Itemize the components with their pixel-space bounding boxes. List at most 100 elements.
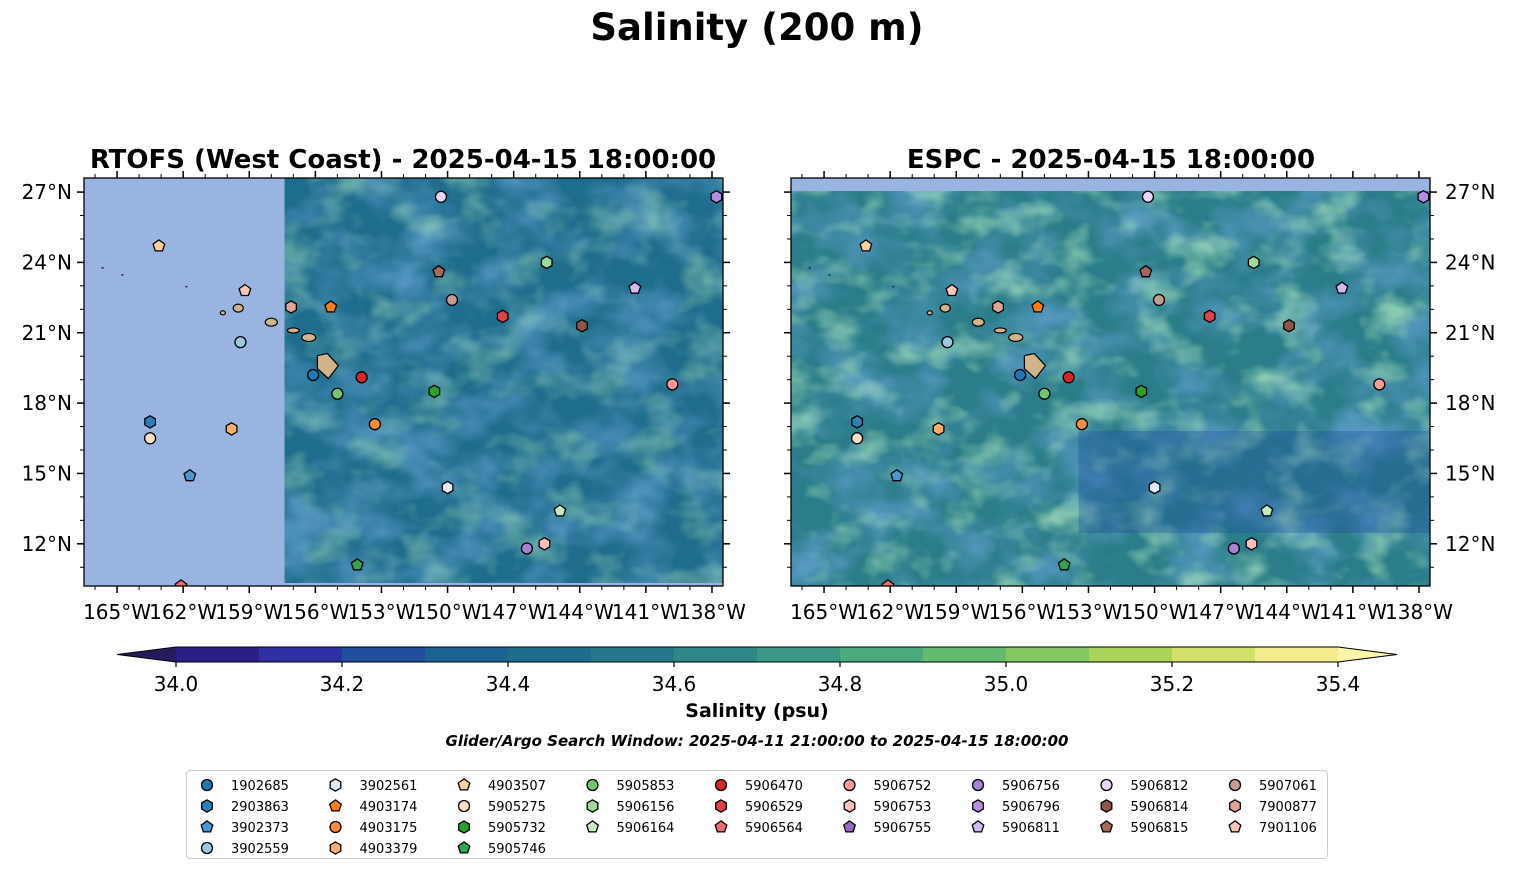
y-tick-label: 21°N	[22, 321, 72, 345]
legend-item: 4903507	[457, 778, 546, 794]
float-marker	[945, 283, 959, 297]
island-maui	[301, 332, 317, 343]
float-marker	[1057, 557, 1071, 571]
legend-item: 5905853	[586, 778, 675, 794]
legend-marker	[1100, 799, 1113, 813]
float-marker	[941, 335, 954, 349]
island-oahu	[971, 317, 985, 327]
x-tick-label: 141°W	[612, 600, 680, 624]
x-tick-label: 147°W	[480, 600, 548, 624]
float-marker	[1245, 536, 1258, 551]
float-marker	[144, 415, 157, 429]
legend-label: 5907061	[1259, 779, 1317, 794]
map-field	[791, 178, 1430, 586]
float-marker	[174, 579, 188, 586]
island-niihau	[926, 310, 933, 316]
small-island	[101, 267, 104, 269]
no-data-strip	[791, 178, 1430, 191]
legend-item: 5905732	[458, 820, 546, 836]
y-tick-label: 15°N	[1445, 461, 1495, 485]
island-hawaii	[316, 352, 340, 380]
float-marker	[1152, 293, 1166, 307]
float-marker	[238, 283, 252, 297]
small-island	[808, 267, 811, 269]
float-marker	[225, 422, 238, 436]
legend-item: 3902561	[329, 778, 418, 794]
colorbar-segment	[508, 647, 592, 662]
float-marker	[576, 318, 588, 333]
legend-marker	[329, 778, 342, 792]
colorbar-tick-label: 34.0	[154, 672, 199, 696]
x-tick-label: 156°W	[281, 600, 349, 624]
y-tick-label: 24°N	[1445, 250, 1495, 274]
legend-marker	[329, 820, 342, 834]
legend-item: 4903379	[329, 841, 417, 857]
float-marker	[538, 536, 551, 551]
legend-item: 3902373	[200, 820, 289, 836]
float-marker	[1335, 281, 1349, 294]
legend-item: 1902685	[200, 778, 289, 794]
colorbar-tick-label: 35.2	[1150, 672, 1195, 696]
colorbar-extend-high	[1338, 647, 1397, 662]
legend-label: 7900877	[1259, 800, 1317, 815]
float-marker	[851, 415, 864, 429]
island-molokai	[993, 327, 1007, 334]
colorbar-label: Salinity (psu)	[685, 700, 829, 722]
low-salinity-band	[1078, 430, 1430, 533]
panel-title: ESPC - 2025-04-15 18:00:00	[907, 145, 1315, 175]
legend-marker	[714, 778, 728, 792]
legend-item: 5906529	[715, 799, 803, 815]
float-marker	[368, 418, 382, 431]
legend-marker	[200, 778, 214, 792]
colorbar-segment	[1006, 647, 1090, 662]
y-tick-label: 27°N	[22, 180, 72, 204]
legend-marker	[457, 841, 471, 854]
colorbar-segment	[591, 647, 675, 662]
float-marker	[432, 264, 446, 278]
legend-marker	[458, 820, 470, 834]
legend-item: 5906164	[585, 820, 674, 836]
small-island	[185, 285, 188, 288]
float-marker	[932, 422, 945, 436]
legend-marker	[1228, 820, 1242, 833]
y-tick-label: 12°N	[1445, 532, 1495, 556]
legend-item: 5905275	[457, 799, 546, 815]
legend-marker	[1228, 778, 1242, 792]
high-salinity-texture	[791, 178, 1430, 586]
float-marker	[355, 371, 368, 384]
legend-label: 3902561	[360, 779, 418, 794]
y-tick-label: 18°N	[22, 391, 72, 415]
legend-label: 7901106	[1259, 821, 1317, 836]
no-data-strip	[84, 583, 723, 586]
colorbar-segment	[1172, 647, 1256, 662]
panel-title: RTOFS (West Coast) - 2025-04-15 18:00:00	[90, 145, 716, 175]
float-marker	[445, 293, 459, 307]
legend-label: 5905853	[617, 779, 675, 794]
legend-label: 1902685	[231, 779, 289, 794]
small-island	[828, 274, 831, 276]
float-marker	[1260, 504, 1274, 517]
float-marker	[350, 557, 364, 571]
legend-label: 5906811	[1002, 821, 1060, 836]
legend-label: 5906156	[617, 800, 675, 815]
legend-item: 5906755	[842, 820, 931, 836]
float-marker	[331, 387, 344, 400]
legend-marker	[843, 799, 856, 813]
legend-label: 5906812	[1131, 779, 1189, 794]
colorbar-segment	[1255, 647, 1339, 662]
legend-canvas: 1902685 2903863 3902373 3902559 3902561 49031…	[200, 778, 1317, 857]
x-tick-label: 144°W	[546, 600, 614, 624]
x-tick-label: 144°W	[1253, 600, 1321, 624]
float-marker	[1148, 480, 1161, 495]
colorbar-segment	[176, 647, 260, 662]
legend-item: 5907061	[1228, 778, 1317, 794]
legend-item: 5906753	[843, 799, 931, 815]
float-marker	[1203, 309, 1216, 324]
legend-item: 5906756	[971, 778, 1060, 794]
float-marker	[1014, 368, 1027, 382]
colorbar-segment	[923, 647, 1007, 662]
float-marker	[710, 189, 723, 204]
map-field	[84, 178, 723, 586]
legend-marker	[971, 820, 985, 833]
